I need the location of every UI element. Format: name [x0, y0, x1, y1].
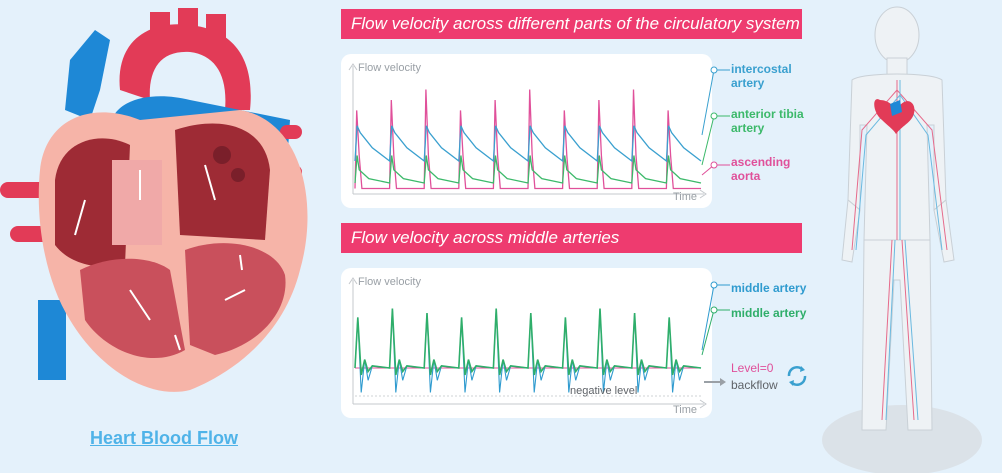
heart-illustration	[0, 8, 308, 392]
legend-intercostal-artery: intercostal artery	[731, 62, 792, 90]
negative-level-label: negative level	[570, 385, 638, 397]
bottom-chart-banner: Flow velocity across middle arteries	[341, 223, 802, 253]
backflow-cycle-icon	[787, 366, 807, 386]
human-body-illustration	[822, 6, 982, 473]
top-x-axis-title: Time	[673, 191, 698, 203]
bottom-chart	[348, 277, 707, 409]
top-chart	[348, 63, 707, 199]
level-zero-label: Level=0	[731, 361, 774, 375]
series-middle-artery-2	[354, 308, 702, 376]
bottom-chart-panel	[341, 268, 712, 418]
x-axis-arrow	[699, 399, 707, 409]
top-chart-banner: Flow velocity across different parts of …	[341, 9, 802, 39]
bottom-y-axis-title: Flow velocity	[358, 276, 421, 288]
legend-ascending-aorta: ascending aorta	[731, 155, 791, 183]
legend-connectors	[701, 66, 730, 386]
legend-middle-artery-1: middle artery	[731, 281, 807, 295]
x-axis-arrow	[699, 189, 707, 199]
y-axis-arrow	[348, 63, 358, 71]
backflow-label: backflow	[731, 378, 778, 392]
heart-title[interactable]: Heart Blood Flow	[90, 428, 238, 448]
series-ascending-aorta	[354, 89, 701, 190]
legend-anterior-tibia-artery: anterior tibia artery	[731, 107, 804, 135]
bottom-x-axis-title: Time	[673, 404, 698, 416]
legend-middle-artery-2: middle artery	[731, 306, 807, 320]
top-y-axis-title: Flow velocity	[358, 62, 421, 74]
series-middle-artery-1	[354, 308, 702, 393]
series-anterior-tibia-artery	[354, 155, 702, 184]
series-intercostal-artery	[354, 125, 702, 163]
y-axis-arrow	[348, 277, 358, 285]
